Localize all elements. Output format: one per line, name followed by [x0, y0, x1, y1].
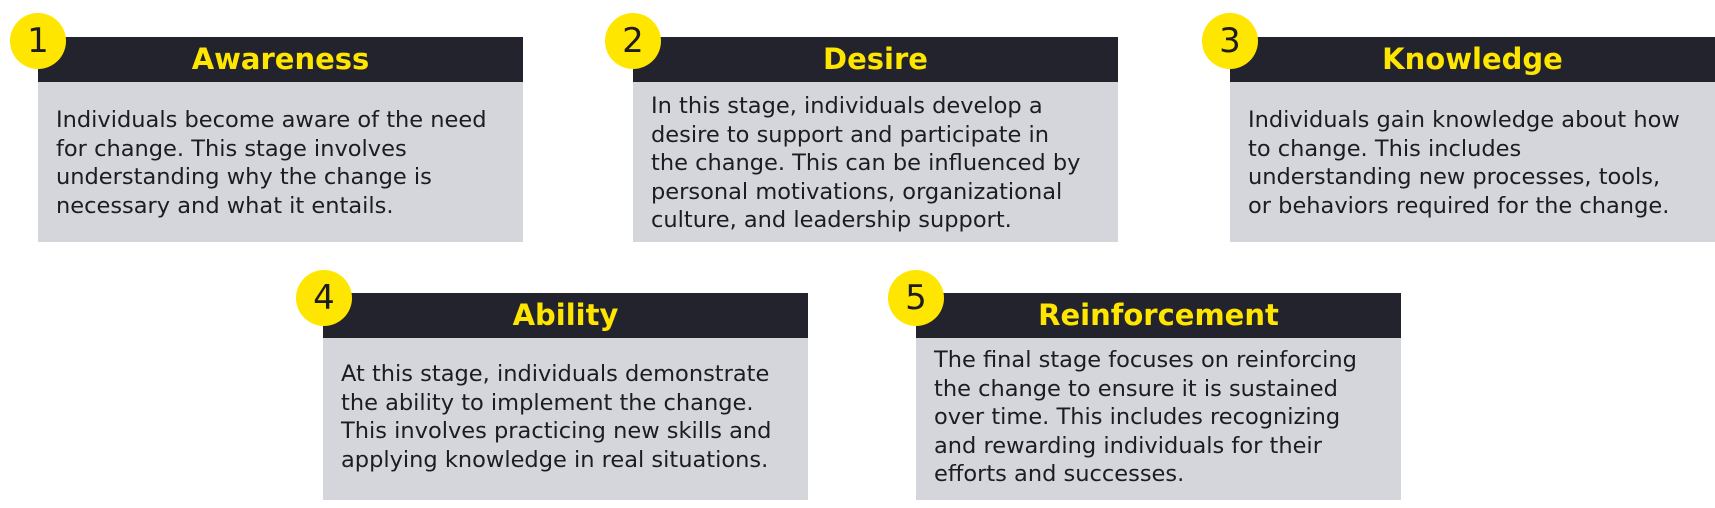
stage-description: The final stage focuses on reinforcing t… — [916, 338, 1401, 500]
stage-card-knowledge: Knowledge Individuals gain knowledge abo… — [1230, 37, 1715, 242]
stage-card-reinforcement: Reinforcement The final stage focuses on… — [916, 293, 1401, 500]
stage-title: Knowledge — [1230, 37, 1715, 82]
stage-title: Awareness — [38, 37, 523, 82]
stage-description: Individuals become aware of the need for… — [38, 82, 523, 242]
stage-description: At this stage, individuals demonstrate t… — [323, 338, 808, 500]
stage-title: Ability — [323, 293, 808, 338]
stage-number-badge: 2 — [605, 13, 661, 69]
stage-title: Desire — [633, 37, 1118, 82]
stage-card-desire: Desire In this stage, individuals develo… — [633, 37, 1118, 242]
stage-card-ability: Ability At this stage, individuals demon… — [323, 293, 808, 500]
stage-number-badge: 3 — [1202, 13, 1258, 69]
stage-title: Reinforcement — [916, 293, 1401, 338]
stage-number-badge: 5 — [888, 270, 944, 326]
stage-description: In this stage, individuals develop a des… — [633, 82, 1118, 242]
stage-number-badge: 4 — [296, 270, 352, 326]
stage-number-badge: 1 — [10, 13, 66, 69]
stage-card-awareness: Awareness Individuals become aware of th… — [38, 37, 523, 242]
stage-description: Individuals gain knowledge about how to … — [1230, 82, 1715, 242]
